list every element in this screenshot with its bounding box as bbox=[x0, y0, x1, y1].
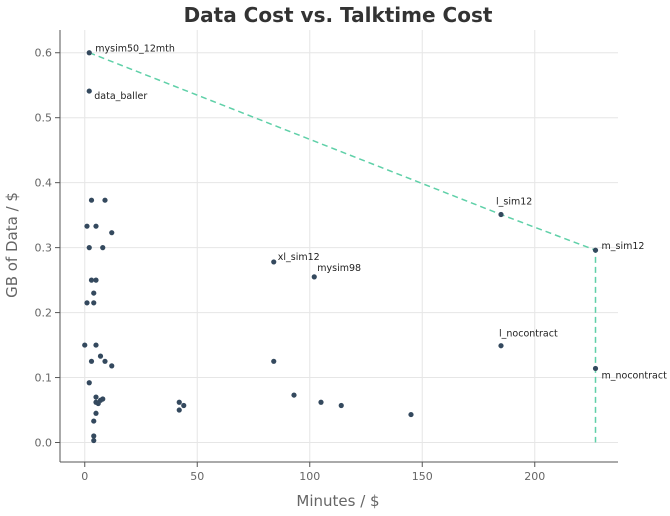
axes: 0 50 100 150 200 0.0 0.1 0.2 0.3 0.4 0.5 0.6 bbox=[35, 30, 618, 483]
data-point bbox=[181, 402, 187, 409]
frontier-line-group bbox=[89, 52, 597, 443]
data-point bbox=[88, 197, 95, 203]
data-point bbox=[91, 300, 97, 306]
data-point bbox=[318, 399, 324, 405]
data-point bbox=[338, 402, 344, 409]
data-point bbox=[592, 247, 599, 253]
point-label: mysim98 bbox=[317, 263, 361, 274]
data-points bbox=[82, 50, 599, 444]
data-point bbox=[102, 197, 108, 203]
y-tick-label: 0.4 bbox=[35, 177, 53, 190]
data-point bbox=[86, 380, 92, 386]
data-point bbox=[100, 245, 106, 251]
data-point bbox=[498, 211, 504, 218]
data-point bbox=[109, 230, 115, 236]
point-label: xl_sim12 bbox=[278, 252, 320, 263]
data-point bbox=[291, 392, 297, 398]
y-tick-label: 0.2 bbox=[35, 307, 53, 320]
y-tick-label: 0.3 bbox=[35, 242, 53, 255]
point-label: data_baller bbox=[94, 91, 147, 102]
point-labels: mysim50_12mth data_baller l_sim12 m_sim12xl… bbox=[94, 44, 667, 382]
data-point bbox=[176, 407, 182, 413]
data-point bbox=[88, 358, 95, 364]
data-point bbox=[88, 277, 95, 283]
data-point bbox=[498, 343, 504, 349]
data-point bbox=[91, 290, 97, 296]
y-tick-label: 0.5 bbox=[35, 112, 53, 125]
data-point bbox=[592, 365, 599, 372]
data-point bbox=[271, 259, 277, 265]
data-point bbox=[109, 363, 115, 369]
data-point bbox=[95, 400, 101, 407]
grid bbox=[60, 30, 618, 462]
data-point bbox=[408, 411, 414, 418]
point-label: l_nocontract bbox=[499, 329, 558, 340]
data-point bbox=[91, 418, 97, 424]
data-point bbox=[86, 50, 92, 56]
point-label: mysim50_12mth bbox=[95, 44, 175, 55]
x-axis-label: Minutes / $ bbox=[296, 492, 379, 510]
data-point bbox=[86, 245, 92, 251]
data-point bbox=[311, 274, 317, 280]
data-point bbox=[176, 399, 182, 405]
data-point bbox=[93, 342, 99, 348]
x-tick-label: 150 bbox=[412, 470, 433, 483]
data-point bbox=[97, 353, 104, 359]
data-point bbox=[93, 277, 99, 283]
point-label: l_sim12 bbox=[496, 196, 532, 207]
x-tick-label: 50 bbox=[190, 470, 204, 483]
data-point bbox=[84, 223, 90, 229]
y-tick-label: 0.0 bbox=[35, 437, 53, 450]
x-tick-label: 100 bbox=[299, 470, 320, 483]
x-tick-label: 0 bbox=[81, 470, 88, 483]
data-point bbox=[93, 410, 99, 416]
x-tick-label: 200 bbox=[524, 470, 545, 483]
point-label: m_sim12 bbox=[602, 241, 645, 252]
data-point bbox=[82, 342, 88, 348]
frontier-line bbox=[89, 52, 597, 443]
data-point bbox=[86, 88, 92, 94]
data-point bbox=[271, 358, 277, 364]
data-point bbox=[84, 300, 90, 306]
data-point bbox=[91, 433, 97, 439]
data-point bbox=[102, 358, 108, 364]
chart-title: Data Cost vs. Talktime Cost bbox=[184, 3, 493, 27]
data-point bbox=[93, 223, 99, 229]
y-axis-label: GB of Data / $ bbox=[3, 192, 21, 298]
y-tick-label: 0.1 bbox=[35, 372, 53, 385]
data-point bbox=[93, 394, 99, 400]
data-point bbox=[91, 437, 97, 444]
point-label: m_nocontract bbox=[602, 370, 668, 381]
y-tick-label: 0.6 bbox=[35, 47, 53, 60]
